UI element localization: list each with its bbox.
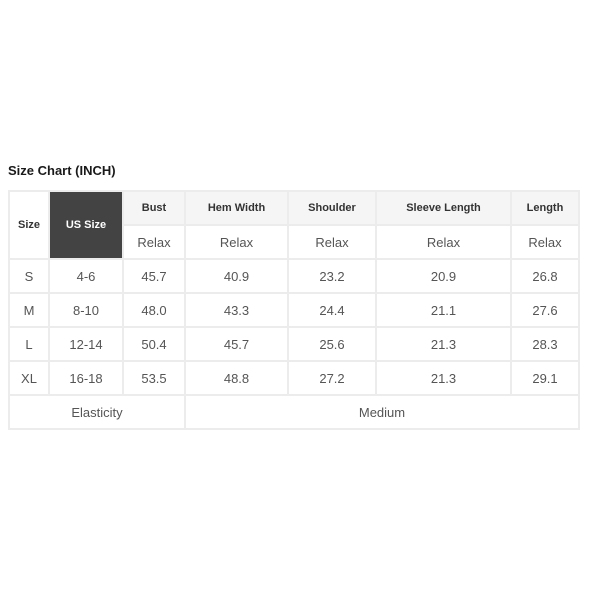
column-header-shoulder: Shoulder <box>287 190 377 226</box>
elasticity-value-cell: Medium <box>184 394 580 430</box>
size-chart-section: Size Chart (INCH) Size US Size Bust Hem … <box>8 163 580 430</box>
length-cell: 28.3 <box>510 326 580 362</box>
sleeve-length-cell: 21.3 <box>375 326 512 362</box>
column-header-size: Size <box>8 190 50 260</box>
column-header-bust: Bust <box>122 190 186 226</box>
shoulder-cell: 27.2 <box>287 360 377 396</box>
elasticity-row: Elasticity Medium <box>8 394 580 430</box>
size-cell: XL <box>8 360 50 396</box>
hem-width-cell: 43.3 <box>184 292 289 328</box>
length-cell: 26.8 <box>510 258 580 294</box>
hem-width-cell: 45.7 <box>184 326 289 362</box>
sleeve-length-cell: 21.1 <box>375 292 512 328</box>
fit-type-cell-length: Relax <box>510 224 580 260</box>
hem-width-cell: 48.8 <box>184 360 289 396</box>
bust-cell: 53.5 <box>122 360 186 396</box>
size-row-s: S 4-6 45.7 40.9 23.2 20.9 26.8 <box>8 258 580 294</box>
elasticity-label-cell: Elasticity <box>8 394 186 430</box>
fit-type-row: Relax Relax Relax Relax Relax <box>9 224 580 260</box>
size-row-m: M 8-10 48.0 43.3 24.4 21.1 27.6 <box>8 292 580 328</box>
hem-width-cell: 40.9 <box>184 258 289 294</box>
size-row-l: L 12-14 50.4 45.7 25.6 21.3 28.3 <box>8 326 580 362</box>
sleeve-length-cell: 21.3 <box>375 360 512 396</box>
column-header-sleeve-length: Sleeve Length <box>375 190 512 226</box>
column-header-hem-width: Hem Width <box>184 190 289 226</box>
fit-type-cell-sleeve-length: Relax <box>375 224 512 260</box>
sleeve-length-cell: 20.9 <box>375 258 512 294</box>
length-cell: 29.1 <box>510 360 580 396</box>
shoulder-cell: 23.2 <box>287 258 377 294</box>
bust-cell: 50.4 <box>122 326 186 362</box>
column-header-us-size: US Size <box>48 190 124 260</box>
fit-type-cell-shoulder: Relax <box>287 224 377 260</box>
bust-cell: 45.7 <box>122 258 186 294</box>
bust-cell: 48.0 <box>122 292 186 328</box>
shoulder-cell: 24.4 <box>287 292 377 328</box>
size-cell: L <box>8 326 50 362</box>
us-size-cell: 16-18 <box>48 360 124 396</box>
fit-type-cell-hem-width: Relax <box>184 224 289 260</box>
us-size-cell: 12-14 <box>48 326 124 362</box>
size-chart-title: Size Chart (INCH) <box>8 163 116 178</box>
header-row: Size US Size Bust Hem Width Shoulder Sle… <box>8 190 580 260</box>
us-size-cell: 4-6 <box>48 258 124 294</box>
us-size-cell: 8-10 <box>48 292 124 328</box>
size-cell: S <box>8 258 50 294</box>
size-row-xl: XL 16-18 53.5 48.8 27.2 21.3 29.1 <box>8 360 580 396</box>
column-header-length: Length <box>510 190 580 226</box>
size-chart-table: Size US Size Bust Hem Width Shoulder Sle… <box>8 190 580 430</box>
fit-type-cell-bust: Relax <box>122 224 186 260</box>
size-cell: M <box>8 292 50 328</box>
length-cell: 27.6 <box>510 292 580 328</box>
shoulder-cell: 25.6 <box>287 326 377 362</box>
